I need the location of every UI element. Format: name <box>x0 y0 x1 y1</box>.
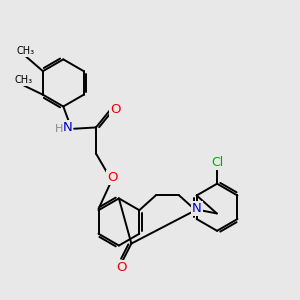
Text: Cl: Cl <box>212 156 224 169</box>
Text: O: O <box>110 103 121 116</box>
Text: CH₃: CH₃ <box>16 46 34 56</box>
Text: O: O <box>107 171 118 184</box>
Text: CH₃: CH₃ <box>14 75 32 85</box>
Text: N: N <box>63 121 72 134</box>
Text: O: O <box>117 261 127 274</box>
Text: H: H <box>55 124 63 134</box>
Text: N: N <box>192 202 202 215</box>
Text: O: O <box>107 171 118 184</box>
